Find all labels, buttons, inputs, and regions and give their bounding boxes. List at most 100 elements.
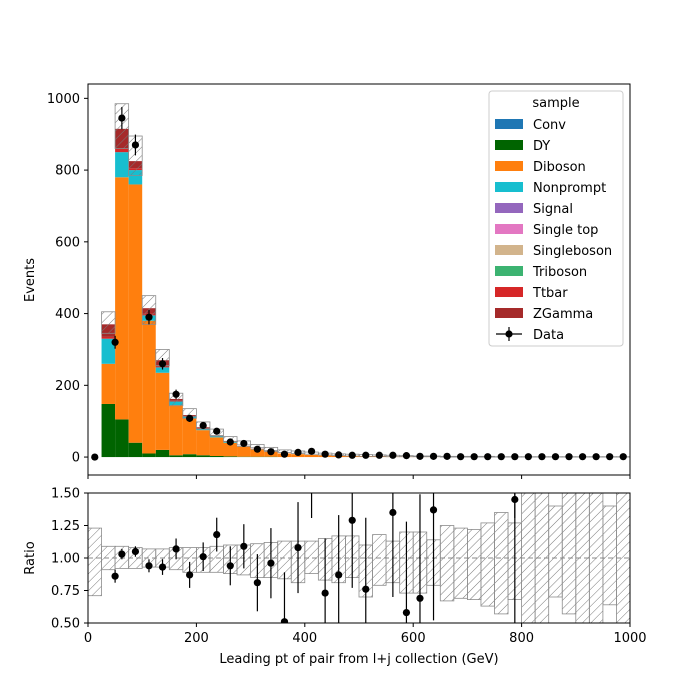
main-ytick-label: 200: [55, 379, 80, 394]
data-point-20: [362, 451, 370, 459]
ratio-xtick-label: 200: [184, 631, 209, 646]
data-point-5: [158, 360, 167, 368]
ratio-xtick-label: 800: [509, 631, 534, 646]
ratio-point-11: [253, 579, 261, 587]
data-point-18: [335, 451, 343, 459]
ratio-point-12: [267, 559, 275, 567]
band-bin-1: [101, 311, 116, 334]
ratio-ytick-label: 1.00: [51, 552, 80, 567]
legend-swatch-singleboson: [495, 245, 523, 255]
ratio-point-19: [389, 508, 397, 517]
legend-label: Data: [533, 328, 564, 343]
legend-swatch-dy: [495, 140, 523, 150]
ratio-point-21: [416, 594, 424, 602]
legend-swatch-nonprompt: [495, 182, 523, 192]
data-point-6: [172, 390, 180, 398]
ratio-band-bin-0: [88, 527, 102, 597]
ratio-point-4: [158, 563, 167, 571]
ratio-xtick-label: 1000: [613, 631, 646, 646]
main-ytick-label: 800: [55, 164, 80, 179]
main-ytick-label: 600: [55, 235, 80, 250]
data-point-0: [91, 453, 99, 461]
bar-ttbar-1: [101, 336, 116, 339]
bar-diboson-16: [304, 454, 319, 458]
data-point-37: [592, 453, 600, 461]
stacked-bars: [101, 128, 495, 458]
data-point-35: [565, 453, 573, 461]
legend-label: DY: [533, 139, 550, 154]
ratio-xtick-label: 400: [292, 631, 317, 646]
ratio-points: [111, 493, 519, 623]
bar-diboson-9: [209, 437, 224, 456]
ratio-point-20: [402, 609, 411, 617]
bar-nonprompt-5: [155, 367, 170, 373]
data-point-23: [402, 452, 411, 460]
bar-diboson-3: [128, 184, 143, 443]
data-point-24: [416, 452, 424, 460]
data-point-12: [253, 445, 261, 453]
ratio-point-9: [226, 562, 234, 570]
data-point-7: [186, 414, 194, 422]
ratio-point-13: [280, 618, 289, 623]
data-point-2: [118, 114, 126, 122]
ratio-xtick-label: 600: [401, 631, 426, 646]
ratio-band-bin-28: [466, 529, 482, 601]
ratio-band-bin-36: [575, 493, 590, 623]
data-point-25: [429, 452, 438, 460]
legend-box: [488, 90, 624, 347]
data-point-15: [294, 448, 302, 457]
data-point-26: [443, 452, 451, 460]
ratio-point-17: [348, 516, 356, 524]
bar-nonprompt-2: [115, 152, 129, 178]
bar-nonprompt-1: [101, 338, 116, 364]
data-point-39: [619, 453, 627, 461]
bar-diboson-7: [182, 418, 197, 455]
data-point-34: [551, 453, 560, 461]
bar-dy-7: [182, 454, 197, 458]
bar-diboson-5: [155, 372, 170, 450]
main-y-ticks: 0 200 400 600 800 1000: [47, 92, 88, 466]
data-point-10: [226, 438, 234, 446]
bar-dy-8: [196, 455, 210, 458]
data-point-30: [497, 453, 505, 461]
ratio-band-bin-26: [439, 525, 455, 602]
ratio-band-bin-34: [548, 505, 563, 598]
data-point-16: [307, 447, 316, 455]
data-point-3: [131, 141, 140, 149]
legend-label: Triboson: [532, 265, 587, 280]
ratio-ytick-label: 1.50: [51, 487, 80, 502]
data-point-29: [484, 453, 492, 461]
bar-dy-3: [128, 442, 143, 458]
ratio-point-22: [429, 506, 438, 514]
ratio-point-16: [335, 571, 343, 579]
legend-data-marker: [505, 330, 513, 338]
ratio-point-0: [111, 572, 119, 580]
ratio-band-bin-38: [602, 505, 617, 606]
ratio-band-bin-30: [494, 512, 509, 615]
ratio-panel: 0.50 0.75 1.00 1.25 1.50 0 200 400 600 800 1000 R…: [23, 487, 647, 668]
data-point-31: [511, 453, 519, 461]
bar-ttbar-2: [115, 148, 129, 153]
main-frame: [87, 83, 631, 476]
bar-dy-2: [115, 419, 129, 458]
ratio-point-10: [240, 542, 248, 550]
legend-swatch-conv: [495, 119, 523, 129]
ratio-point-14: [294, 544, 302, 552]
ratio-band-bin-32: [521, 493, 536, 623]
data-point-32: [524, 453, 532, 461]
ratio-point-6: [186, 571, 194, 579]
ratio-band-bin-16: [304, 540, 319, 574]
ratio-point-8: [213, 531, 221, 539]
legend-swatch-single-top: [495, 224, 523, 234]
bar-diboson-2: [115, 177, 129, 420]
ratio-point-7: [199, 553, 207, 561]
ratio-y-ticks: 0.50 0.75 1.00 1.25 1.50: [51, 487, 88, 632]
data-point-9: [213, 427, 221, 435]
data-point-21: [375, 451, 383, 459]
ratio-extra-error-bars: [310, 493, 516, 518]
bar-nonprompt-9: [209, 436, 224, 438]
bar-dy-9: [209, 455, 224, 458]
main-ytick-label: 1000: [47, 92, 80, 107]
x-axis-label: Leading pt of pair from l+j collection (…: [219, 652, 498, 667]
data-point-13: [267, 448, 275, 456]
